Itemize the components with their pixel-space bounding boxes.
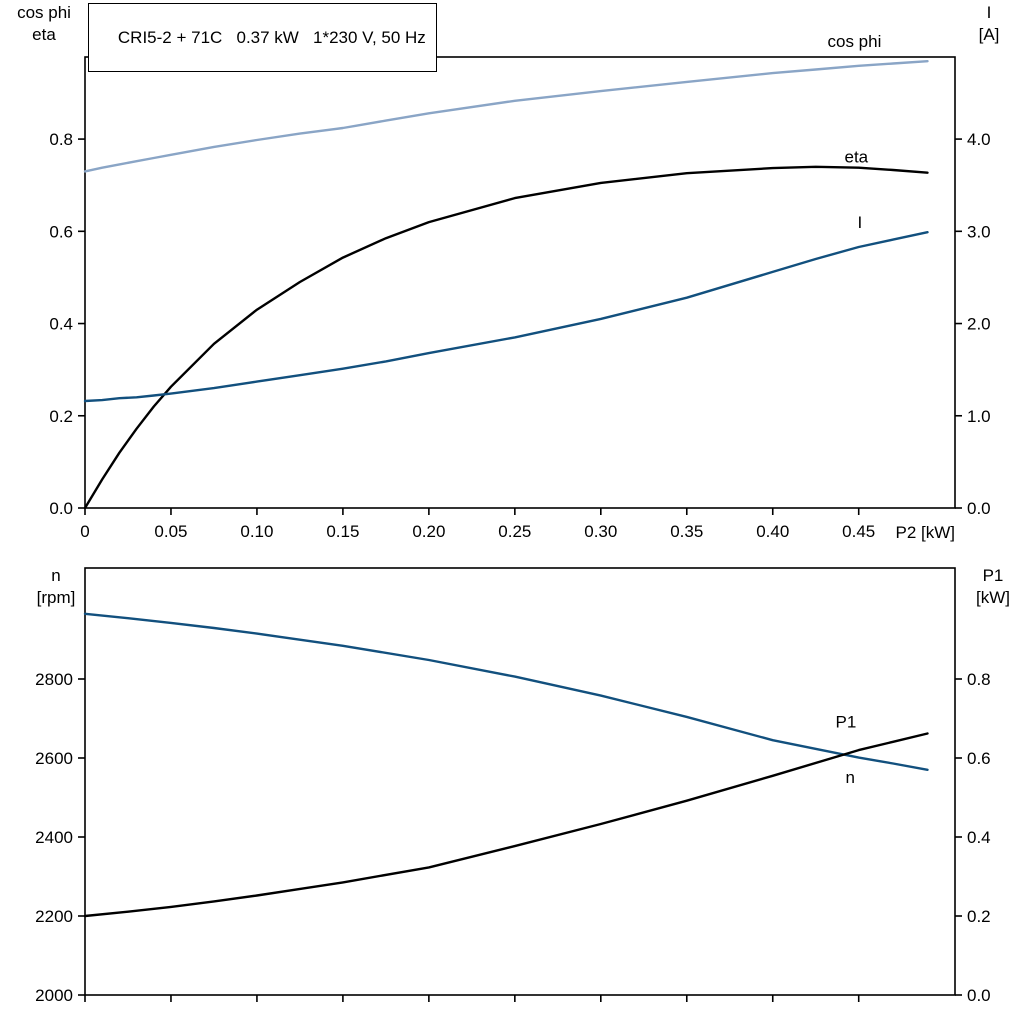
bottom-chart: 2000 2200 2400 2600 2800 n [rpm] 0.0 0.2 0.4 0.6 0.… — [35, 566, 1010, 1005]
pump-title: CRI5-2 + 71C 0.37 kW 1*230 V, 50 Hz — [117, 28, 426, 47]
plot-frame — [84, 56, 956, 509]
x-tick-label: 0.40 — [756, 522, 789, 541]
y-tick-label-right: 0.2 — [967, 907, 991, 926]
series-n — [83, 612, 929, 771]
x-tick-label: 0.20 — [412, 522, 445, 541]
series-label-p1: P1 — [835, 713, 856, 732]
y-tick-label-left: 2400 — [35, 828, 73, 847]
x-tick-label: 0.45 — [842, 522, 875, 541]
y-tick-label-left: 2800 — [35, 670, 73, 689]
x-tick-label: 0 — [80, 522, 89, 541]
y-axis-title-left: eta — [32, 25, 56, 44]
y-tick-label-right: 0.0 — [967, 499, 991, 518]
y-tick-label-right: 0.4 — [967, 828, 991, 847]
y-tick-label-right: 0.6 — [967, 749, 991, 768]
y-tick-label-left: 0.6 — [49, 222, 73, 241]
y-tick-label-right: 1.0 — [967, 407, 991, 426]
y-axis-title-left: cos phi — [17, 3, 71, 22]
series-label-i: I — [857, 213, 862, 232]
series-i — [83, 231, 929, 403]
pump-title-box: CRI5-2 + 71C 0.37 kW 1*230 V, 50 Hz — [88, 3, 437, 72]
y-tick-label-left: 0.0 — [49, 499, 73, 518]
y-tick-label-left: 2000 — [35, 986, 73, 1005]
y-axis-title-left: [rpm] — [37, 588, 76, 607]
y-tick-label-left: 0.8 — [49, 130, 73, 149]
plot-frame — [84, 567, 956, 996]
series-eta — [83, 165, 929, 510]
y-tick-label-right: 4.0 — [967, 130, 991, 149]
x-tick-label: 0.15 — [326, 522, 359, 541]
y-axis-title-right: I — [987, 3, 992, 22]
series-label-n: n — [845, 768, 854, 787]
series-p1 — [83, 732, 929, 918]
x-tick-label: 0.10 — [240, 522, 273, 541]
y-tick-label-left: 2200 — [35, 907, 73, 926]
x-tick-label: 0.30 — [584, 522, 617, 541]
y-axis-title-left: n — [51, 566, 60, 585]
y-tick-label-right: 0.0 — [967, 986, 991, 1005]
y-axis-title-right: P1 — [983, 566, 1004, 585]
y-tick-label-right: 3.0 — [967, 222, 991, 241]
y-tick-label-right: 2.0 — [967, 315, 991, 334]
y-tick-label-left: 0.2 — [49, 407, 73, 426]
y-tick-label-left: 2600 — [35, 749, 73, 768]
x-tick-label: 0.05 — [154, 522, 187, 541]
series-label-eta: eta — [844, 148, 868, 167]
x-axis-label: P2 [kW] — [895, 523, 955, 542]
top-chart: 0 0.05 0.10 0.15 0.20 0.25 0.30 0.35 0.40 0.45 P2 … — [17, 3, 1000, 542]
y-axis-title-right: [A] — [979, 25, 1000, 44]
y-tick-label-left: 0.4 — [49, 315, 73, 334]
x-tick-label: 0.35 — [670, 522, 703, 541]
series-label-cos-phi: cos phi — [827, 32, 881, 51]
y-tick-label-right: 0.8 — [967, 670, 991, 689]
series-cos-phi — [83, 60, 929, 173]
y-axis-title-right: [kW] — [976, 588, 1010, 607]
x-tick-label: 0.25 — [498, 522, 531, 541]
